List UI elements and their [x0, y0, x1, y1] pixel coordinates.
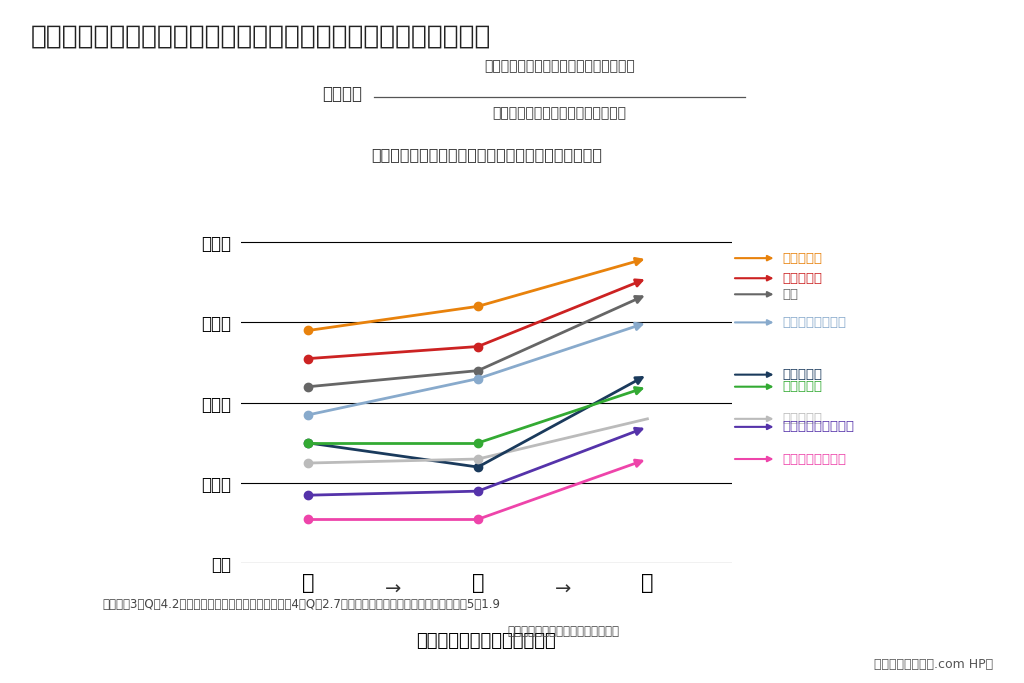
Text: （出展：断熱住宅.com HP）: （出展：断熱住宅.com HP）: [874, 658, 993, 671]
Text: 目のかゆみ: 目のかゆみ: [782, 413, 822, 426]
Text: 資料提供：近畿大学　岩前　篤教授: 資料提供：近畿大学 岩前 篤教授: [507, 625, 620, 638]
X-axis label: 転居後の住宅の断熱グレード: 転居後の住宅の断熱グレード: [417, 632, 556, 650]
Text: 改善率＝: 改善率＝: [323, 85, 362, 103]
Text: 気管支喘息: 気管支喘息: [782, 251, 822, 264]
Text: 断熱レベルの違う３つのお家に転居した場合の健康調査結果より: 断熱レベルの違う３つのお家に転居した場合の健康調査結果より: [31, 24, 492, 50]
Text: アレルギー性結膜炎: アレルギー性結膜炎: [782, 420, 854, 434]
Text: せき: せき: [782, 288, 798, 301]
Text: 各種疾患の改善率と転居した住宅の断熱性能との関係: 各種疾患の改善率と転居した住宅の断熱性能との関係: [371, 147, 602, 162]
Text: 手足の冷え: 手足の冷え: [782, 368, 822, 381]
Text: のどの痛み: のどの痛み: [782, 272, 822, 285]
Text: アレルギー性鼻炎: アレルギー性鼻炎: [782, 453, 846, 466]
Text: 肌のかゆみ: 肌のかゆみ: [782, 380, 822, 393]
Text: →: →: [554, 580, 570, 598]
Text: アトピー性皮膚炎: アトピー性皮膚炎: [782, 316, 846, 329]
Text: 以前の住まいで症状が出ていた人数: 以前の住まいで症状が出ていた人数: [493, 106, 627, 120]
Text: →: →: [385, 580, 401, 598]
Text: 新しい住まいで症状が出なくなった人数: 新しい住まいで症状が出なくなった人数: [484, 59, 635, 73]
Text: グレード3＝Q値4.2（新省エネ基準レベル）、グレード4＝Q値2.7（次世代省エネ基準レベル）、グレード5＝1.9: グレード3＝Q値4.2（新省エネ基準レベル）、グレード4＝Q値2.7（次世代省エ…: [102, 598, 501, 611]
